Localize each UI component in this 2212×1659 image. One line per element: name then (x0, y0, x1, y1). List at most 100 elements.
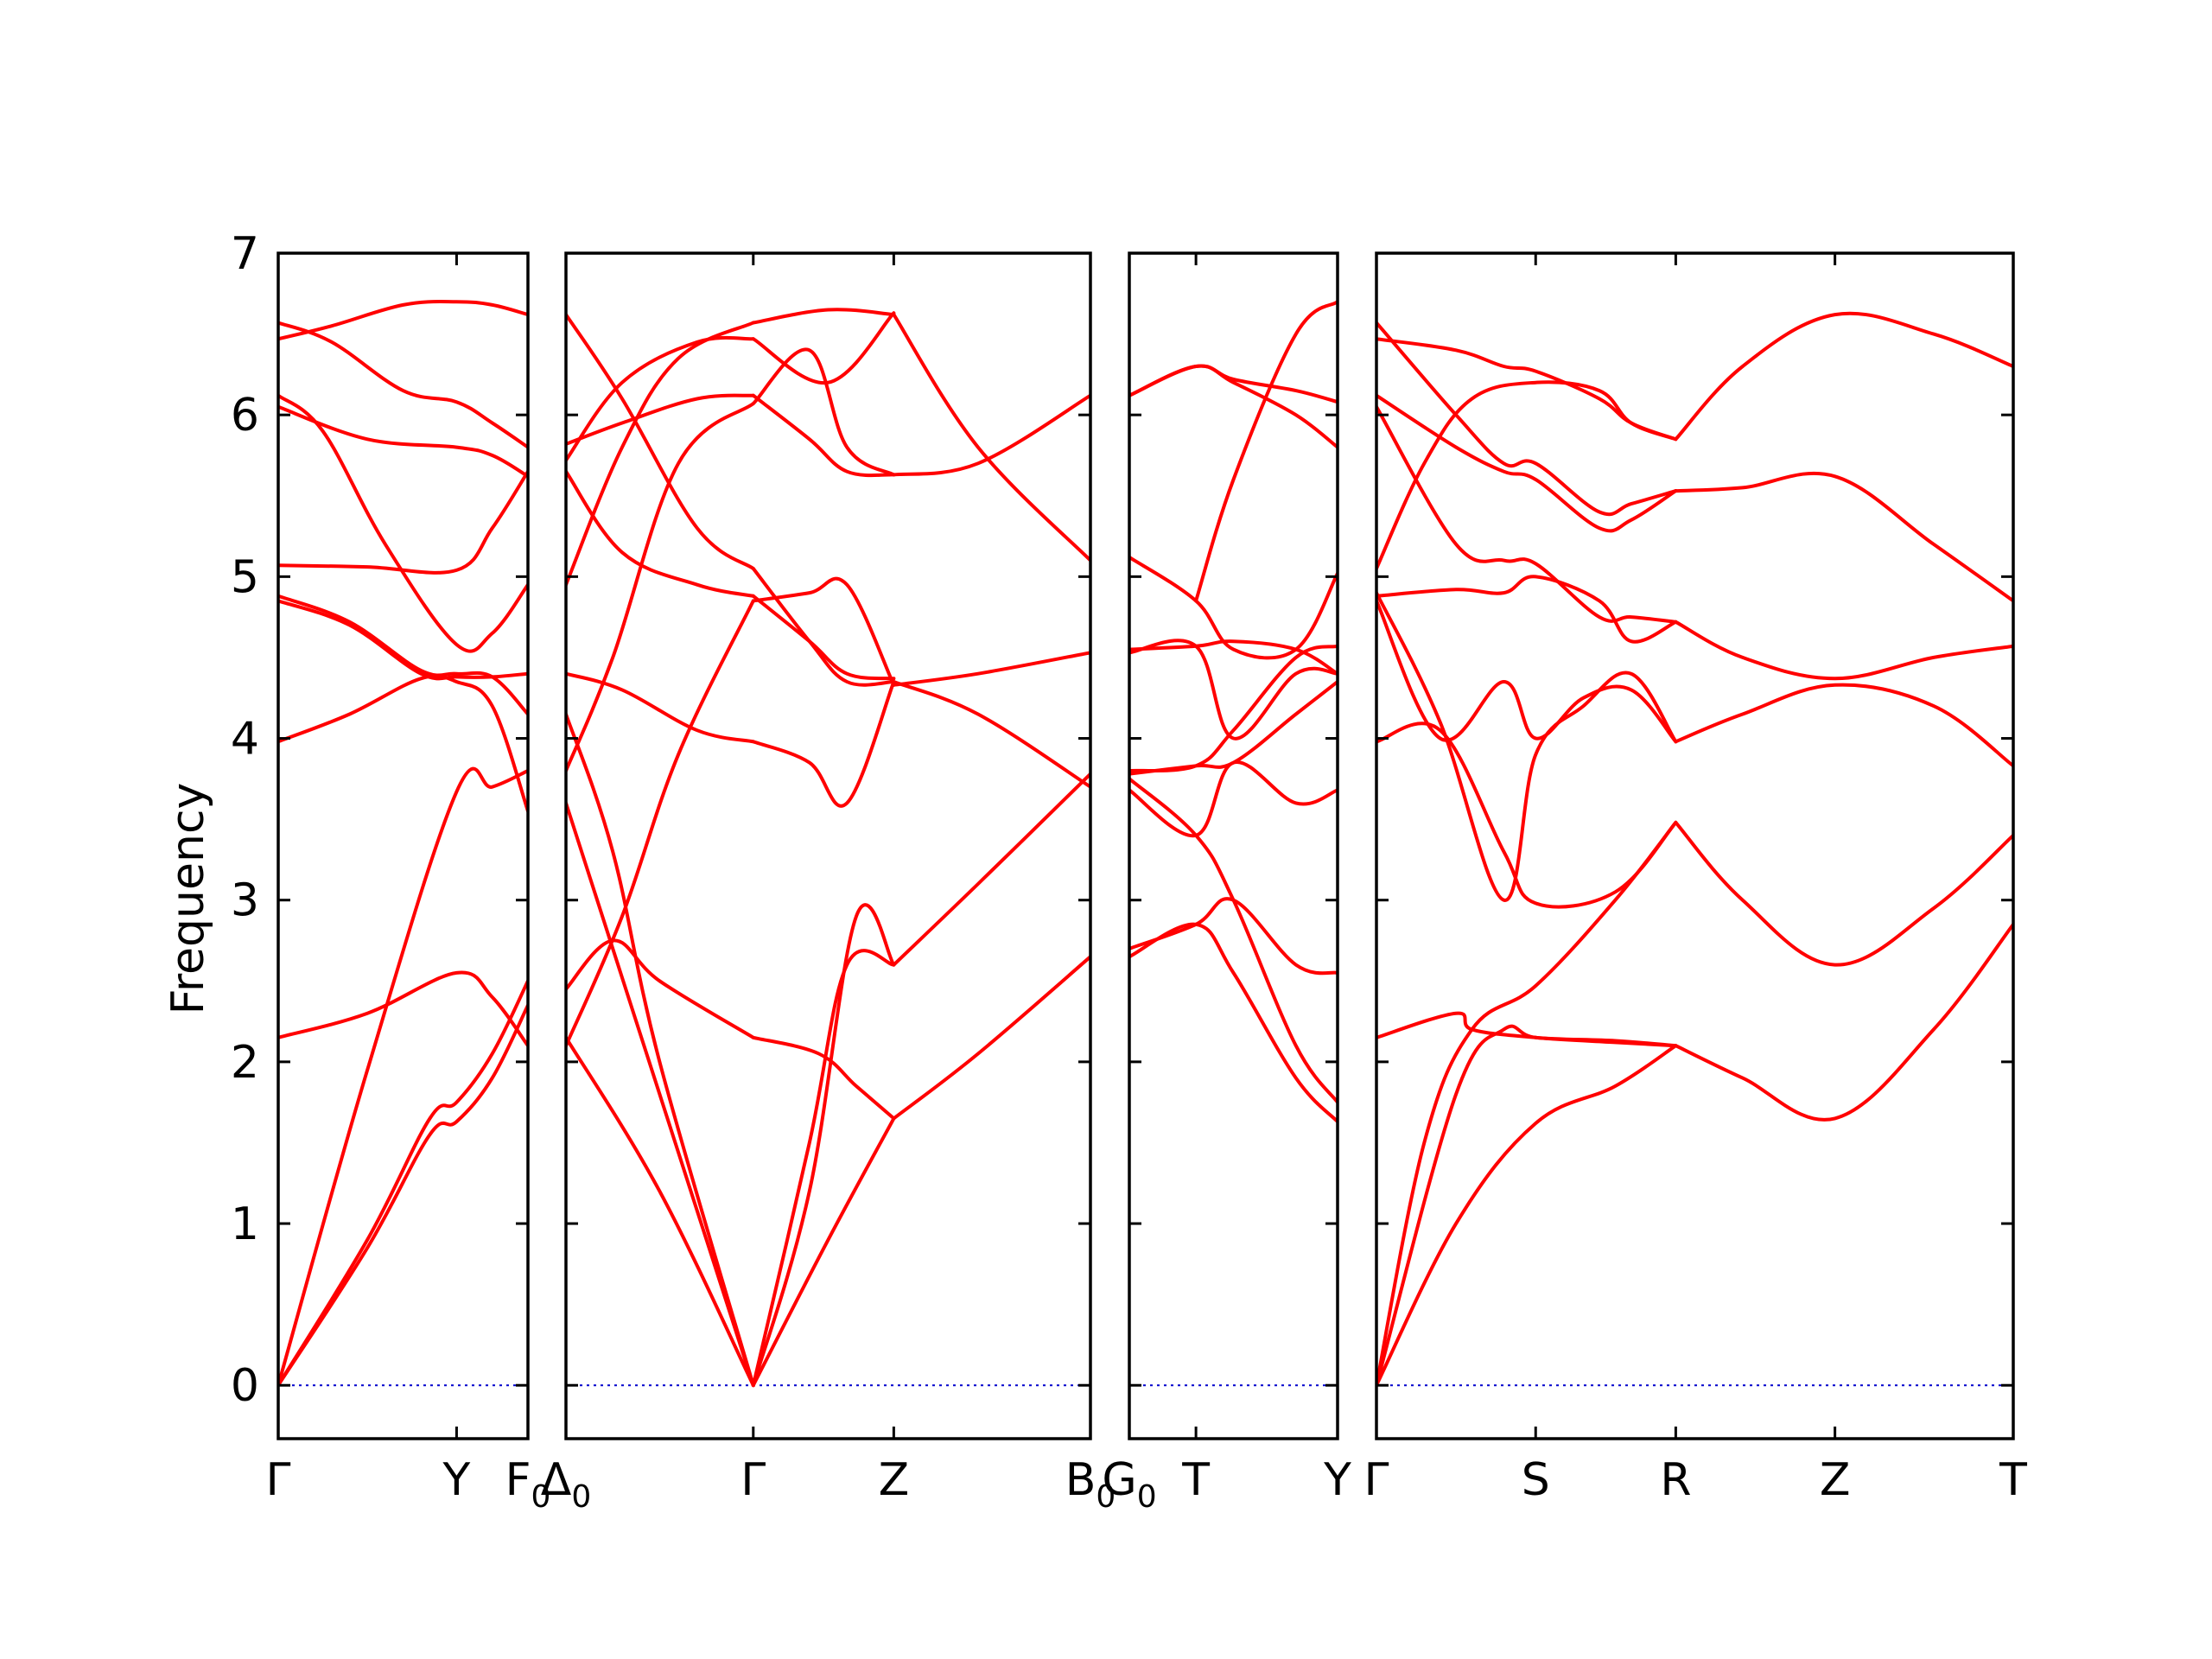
band-line (278, 300, 528, 341)
band-line (278, 673, 528, 813)
band-line (1674, 922, 2013, 1122)
y-axis-label: Frequency (162, 783, 214, 1015)
band-line (278, 404, 528, 479)
bands (1376, 311, 2013, 1388)
band-line (892, 393, 1090, 477)
band-line (566, 712, 755, 1388)
bands (566, 308, 1090, 1388)
band-line (566, 801, 755, 1388)
band-line (1376, 599, 1678, 744)
band-line (278, 979, 528, 1388)
band-line (1376, 393, 1678, 533)
y-tick-label: 6 (231, 390, 259, 442)
band-line (751, 1035, 896, 1121)
x-tick-label: Δ0 (541, 1454, 591, 1515)
panel-3: G0 T Y (1102, 251, 1351, 1515)
band-line (1376, 820, 1678, 1388)
band-line (1674, 311, 2013, 442)
band-line (1129, 364, 1338, 404)
band-line (566, 321, 755, 587)
band-line (278, 766, 528, 1388)
x-tick-label: T (1999, 1454, 2027, 1506)
y-tick-label: 3 (231, 875, 259, 927)
x-tick-label: B0 (1065, 1454, 1116, 1515)
band-line (1376, 337, 1678, 442)
panel-2: Δ0 Γ Z B0 (541, 251, 1116, 1515)
band-line (566, 1035, 755, 1388)
x-tick-label: T (1181, 1454, 1210, 1506)
band-line (892, 772, 1090, 967)
band-line (751, 949, 896, 1388)
band-line (566, 938, 755, 1039)
bands (278, 300, 528, 1388)
y-tick-label: 1 (231, 1198, 259, 1250)
band-line (1376, 721, 1678, 909)
band-line (566, 313, 755, 570)
band-line (1129, 555, 1338, 660)
band-line (1674, 820, 2013, 967)
band-line (892, 680, 1090, 789)
band-line (278, 393, 528, 653)
panel-1: 0 1 2 3 4 5 6 7 Γ Y F0 (231, 228, 551, 1515)
band-line (566, 469, 755, 598)
x-tick-label: R (1660, 1454, 1691, 1506)
band-line (1674, 683, 2013, 768)
band-line (1129, 639, 1338, 676)
band-line (751, 311, 896, 385)
band-line (1376, 404, 1678, 624)
panel-frame (276, 251, 530, 1440)
panel-frame (564, 251, 1092, 1440)
band-line (751, 567, 896, 687)
band-line (751, 308, 896, 325)
x-tick-label: Γ (741, 1454, 766, 1506)
band-line (751, 576, 896, 687)
x-tick-label: Z (879, 1454, 910, 1506)
band-line (1376, 1044, 1678, 1388)
band-line (278, 469, 528, 575)
band-line (278, 594, 528, 716)
x-tick-label: G0 (1102, 1454, 1156, 1515)
band-line (1376, 575, 1678, 644)
band-line (566, 671, 755, 744)
band-line (1194, 300, 1338, 603)
band-line (566, 393, 755, 446)
y-tick-label: 2 (231, 1037, 259, 1089)
y-tick-label: 0 (231, 1360, 259, 1412)
band-line (566, 335, 755, 462)
y-tick-label: 4 (231, 714, 259, 766)
x-tick-label: F0 (505, 1454, 551, 1515)
y-tick-label: 7 (231, 228, 259, 280)
band-line (751, 594, 896, 681)
band-line (278, 970, 528, 1048)
y-tick-label: 5 (231, 551, 259, 603)
panel-frame (1128, 251, 1339, 1440)
x-tick-label: Y (1323, 1454, 1351, 1506)
band-line (566, 402, 755, 772)
band-line (751, 903, 896, 1388)
x-tick-label: Γ (1364, 1454, 1389, 1506)
band-line (892, 955, 1090, 1121)
band-line (892, 313, 1090, 563)
band-line (278, 599, 528, 681)
band-line (892, 651, 1090, 687)
bands (1129, 300, 1338, 1124)
x-tick-label: Γ (266, 1454, 291, 1506)
x-tick-label: S (1522, 1454, 1550, 1506)
band-line (278, 1003, 528, 1388)
band-line (1376, 591, 1678, 902)
x-tick-label: Y (442, 1454, 471, 1506)
band-line (1376, 1024, 1678, 1388)
band-line (1674, 471, 2013, 603)
band-line (278, 321, 528, 449)
band-line (1376, 321, 1678, 517)
band-line (751, 393, 896, 478)
band-line (1129, 639, 1338, 741)
band-line (751, 680, 896, 808)
band-line (1129, 922, 1338, 1124)
band-line (1129, 760, 1338, 838)
band-line (1674, 620, 2013, 681)
band-line (751, 1116, 896, 1388)
